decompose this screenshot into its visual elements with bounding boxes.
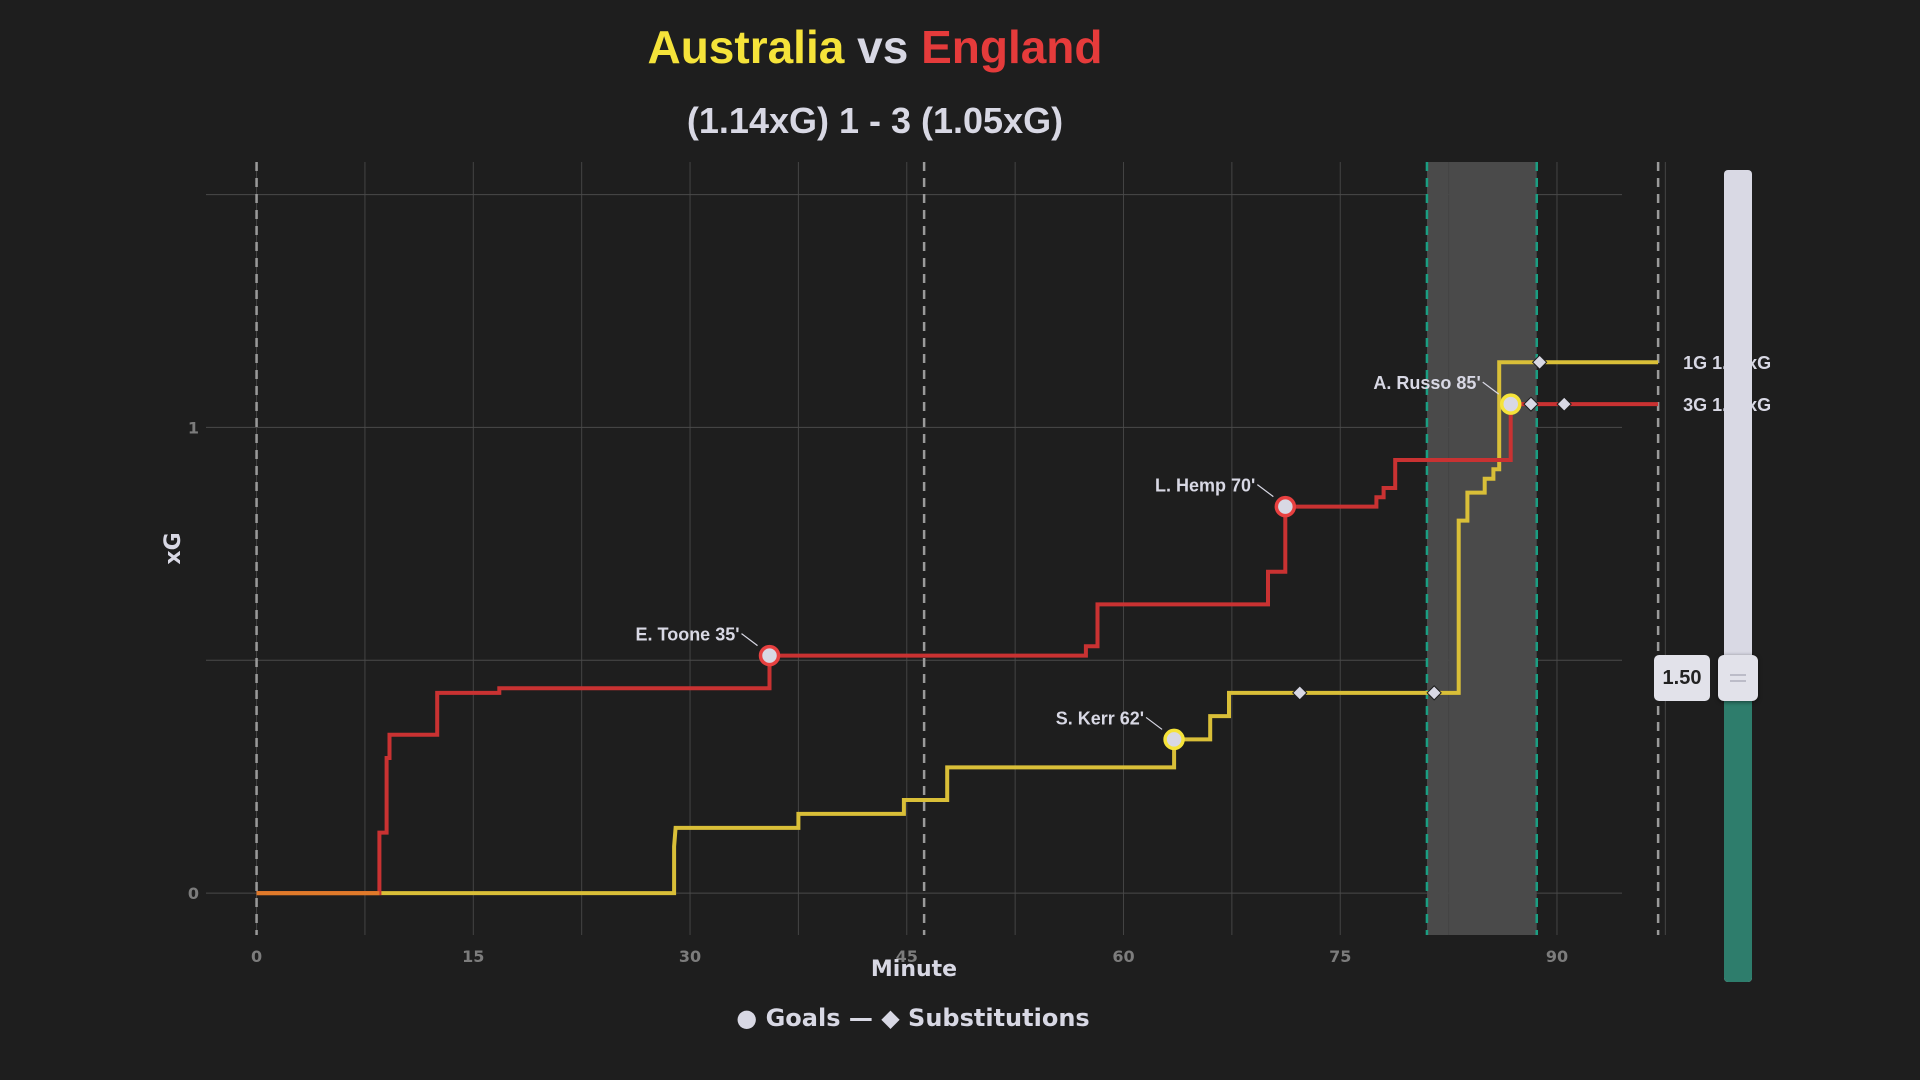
slider-handle[interactable] [1718, 654, 1758, 701]
legend-goals-label: Goals [765, 1004, 841, 1032]
substitution-marker [1523, 396, 1539, 412]
y-tick-label: 0 [188, 884, 199, 903]
substitution-marker [1531, 354, 1548, 370]
zoom-slider[interactable] [1718, 170, 1758, 982]
x-tick-label: 15 [462, 947, 484, 966]
x-tick-label: 0 [251, 947, 262, 966]
goal-label: L. Hemp 70' [1155, 476, 1255, 496]
goal-marker [758, 644, 781, 667]
goal-label-leader [1256, 484, 1274, 498]
legend-separator: — [848, 1004, 873, 1032]
goal-marker [1274, 495, 1297, 518]
substitution-marker [1292, 685, 1308, 701]
substitution-legend-diamond-icon: ◆ [881, 1004, 900, 1032]
vs-label: vs [857, 21, 909, 73]
highlight-window [1426, 162, 1537, 935]
series-line-england [256, 402, 1659, 896]
goal-label: E. Toone 35' [636, 625, 740, 645]
score-subtitle: (1.14xG) 1 - 3 (1.05xG) [686, 100, 1064, 141]
x-tick-label: 90 [1546, 947, 1568, 966]
legend-substitutions-label: Substitutions [908, 1004, 1090, 1032]
home-team-name: Australia [647, 21, 845, 73]
substitution-marker [1426, 685, 1442, 701]
y-tick-label: 1 [188, 418, 199, 437]
chart-title: Australia vs England [0, 20, 1750, 74]
goal-label-leader [1482, 381, 1500, 395]
goal-marker [1499, 393, 1522, 415]
goal-marker [1163, 728, 1185, 751]
series-line-australia [256, 360, 1659, 896]
substitution-marker [1556, 396, 1572, 412]
slider-fill [1724, 677, 1752, 982]
x-tick-label: 75 [1329, 947, 1351, 966]
x-tick-label: 30 [679, 947, 701, 966]
y-axis-label: xG [161, 532, 186, 564]
x-axis-label: Minute [871, 957, 957, 982]
x-tick-label: 45 [896, 947, 918, 966]
slider-value-label: 1.50 [1654, 654, 1710, 701]
goal-label: S. Kerr 62' [1056, 708, 1144, 728]
grip-icon [1730, 673, 1746, 676]
goal-label: A. Russo 85' [1373, 373, 1480, 393]
x-tick-label: 60 [1112, 947, 1134, 966]
goal-legend-dot-icon: ● [736, 1004, 758, 1032]
grip-icon [1730, 679, 1746, 682]
goal-label-leader [1145, 716, 1163, 730]
away-team-name: England [921, 21, 1103, 73]
goal-label-leader [741, 633, 758, 647]
legend: ● Goals — ◆ Substitutions [0, 1004, 1826, 1032]
